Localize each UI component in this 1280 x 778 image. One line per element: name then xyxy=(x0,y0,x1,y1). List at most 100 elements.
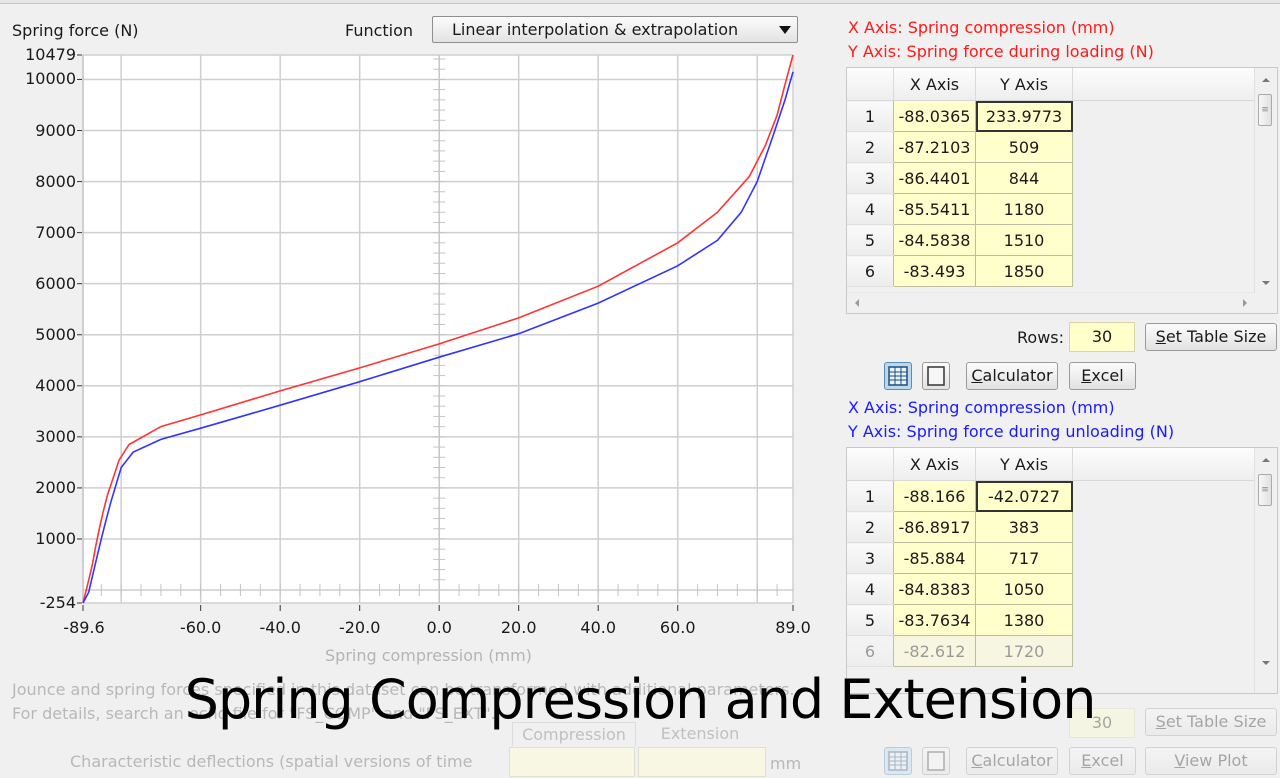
y-value-cell[interactable]: 1180 xyxy=(975,193,1073,225)
unloading-curve xyxy=(82,71,794,604)
y-value-cell[interactable]: 1380 xyxy=(975,604,1073,636)
unloading-calculator-button[interactable]: Calculator xyxy=(966,747,1058,775)
table-row[interactable]: 4 -84.8383 1050 xyxy=(847,573,1266,605)
extension-deflection-input[interactable] xyxy=(638,747,766,777)
table-row[interactable]: 1 -88.166 -42.0727 xyxy=(847,480,1266,512)
y-value-cell[interactable]: 1050 xyxy=(975,573,1073,605)
x-axis-title: Spring compression (mm) xyxy=(325,646,532,665)
x-tick-label: 20.0 xyxy=(500,618,537,637)
row-number[interactable]: 4 xyxy=(847,573,894,605)
unloading-table-vertical-scrollbar[interactable]: ≡ xyxy=(1254,448,1277,693)
table-view-icon[interactable] xyxy=(884,747,912,775)
table-view-icon[interactable] xyxy=(884,362,912,390)
tab-extension[interactable]: Extension xyxy=(660,724,740,743)
y-value-cell[interactable]: 233.9773 xyxy=(975,100,1073,132)
x-tick-label: -60.0 xyxy=(179,618,222,637)
unloading-rows-input[interactable]: 30 xyxy=(1069,708,1135,738)
function-dropdown[interactable]: Linear interpolation & extrapolation xyxy=(432,16,798,43)
row-number[interactable]: 4 xyxy=(847,193,894,225)
row-number[interactable]: 1 xyxy=(847,480,894,512)
loading-excel-button[interactable]: Excel xyxy=(1069,362,1136,390)
table-row[interactable]: 3 -85.884 717 xyxy=(847,542,1266,574)
view-plot-button[interactable]: View Plot xyxy=(1145,747,1277,775)
x-value-cell[interactable]: -85.5411 xyxy=(893,193,976,225)
unloading-table[interactable]: X Axis Y Axis 1 -88.166 -42.0727 2 -86.8917 3… xyxy=(846,447,1278,694)
row-number[interactable]: 3 xyxy=(847,542,894,574)
table-row[interactable]: 5 -83.7634 1380 xyxy=(847,604,1266,636)
row-number-header xyxy=(847,448,894,481)
x-value-cell[interactable]: -86.4401 xyxy=(893,162,976,194)
scroll-up-arrow-icon[interactable] xyxy=(1262,78,1270,82)
scroll-right-arrow-icon[interactable] xyxy=(1243,299,1247,307)
tab-compression[interactable]: Compression xyxy=(512,722,636,746)
y-tick-label: 7000 xyxy=(35,222,76,242)
row-number[interactable]: 3 xyxy=(847,162,894,194)
loading-table-horizontal-scrollbar[interactable] xyxy=(847,292,1255,313)
scroll-thumb[interactable]: ≡ xyxy=(1258,94,1272,126)
y-value-cell[interactable]: 1850 xyxy=(975,255,1073,287)
y-tick-label: 10000 xyxy=(25,69,76,89)
x-value-cell[interactable]: -83.7634 xyxy=(893,604,976,636)
x-value-cell[interactable]: -86.8917 xyxy=(893,511,976,543)
y-value-cell[interactable]: 717 xyxy=(975,542,1073,574)
compression-deflection-input[interactable] xyxy=(509,747,635,777)
empty-cell xyxy=(1073,512,1266,543)
table-row[interactable]: 2 -87.2103 509 xyxy=(847,131,1266,163)
button-label: alculator xyxy=(982,751,1053,770)
loading-calculator-button[interactable]: Calculator xyxy=(966,362,1058,390)
unloading-set-table-size-button[interactable]: Set Table Size xyxy=(1145,708,1277,736)
button-label: alculator xyxy=(982,366,1053,385)
row-number[interactable]: 5 xyxy=(847,604,894,636)
table-row[interactable]: 5 -84.5838 1510 xyxy=(847,224,1266,256)
row-number[interactable]: 1 xyxy=(847,100,894,132)
x-value-cell[interactable]: -84.5838 xyxy=(893,224,976,256)
transform-note-line2: For details, search an echo file for "FS… xyxy=(12,704,496,723)
scroll-down-arrow-icon[interactable] xyxy=(1262,661,1270,665)
y-tick-label: 4000 xyxy=(35,375,76,395)
y-value-cell[interactable]: 1510 xyxy=(975,224,1073,256)
scroll-down-arrow-icon[interactable] xyxy=(1262,281,1270,285)
scroll-up-arrow-icon[interactable] xyxy=(1262,458,1270,462)
x-value-cell[interactable]: -88.0365 xyxy=(893,100,976,132)
table-row[interactable]: 1 -88.0365 233.9773 xyxy=(847,100,1266,132)
button-label: xcel xyxy=(1091,751,1124,770)
x-value-cell[interactable]: -85.884 xyxy=(893,542,976,574)
x-value-cell[interactable]: -87.2103 xyxy=(893,131,976,163)
column-header-y[interactable]: Y Axis xyxy=(975,68,1073,101)
function-dropdown-value: Linear interpolation & extrapolation xyxy=(452,20,739,39)
x-value-cell[interactable]: -88.166 xyxy=(893,480,976,512)
column-header-x[interactable]: X Axis xyxy=(893,68,976,101)
table-row[interactable]: 6 -83.493 1850 xyxy=(847,255,1266,287)
x-value-cell[interactable]: -82.612 xyxy=(893,635,976,667)
plot-view-icon[interactable] xyxy=(922,747,950,775)
loading-table-vertical-scrollbar[interactable]: ≡ xyxy=(1254,68,1277,313)
column-header-x[interactable]: X Axis xyxy=(893,448,976,481)
empty-cell xyxy=(1073,194,1266,225)
y-value-cell[interactable]: 509 xyxy=(975,131,1073,163)
x-value-cell[interactable]: -83.493 xyxy=(893,255,976,287)
table-row[interactable]: 2 -86.8917 383 xyxy=(847,511,1266,543)
x-value-cell[interactable]: -84.8383 xyxy=(893,573,976,605)
column-header-y[interactable]: Y Axis xyxy=(975,448,1073,481)
row-number[interactable]: 6 xyxy=(847,255,894,287)
y-value-cell[interactable]: 1720 xyxy=(975,635,1073,667)
row-number[interactable]: 2 xyxy=(847,511,894,543)
loading-rows-input[interactable]: 30 xyxy=(1069,322,1135,352)
table-row[interactable]: 6 -82.612 1720 xyxy=(847,635,1266,667)
loading-table[interactable]: X Axis Y Axis 1 -88.0365 233.9773 2 -87.2103… xyxy=(846,67,1278,314)
table-row[interactable]: 4 -85.5411 1180 xyxy=(847,193,1266,225)
x-tick-label: 0.0 xyxy=(426,618,452,637)
loading-set-table-size-button[interactable]: Set Table Size xyxy=(1145,323,1277,351)
table-row[interactable]: 3 -86.4401 844 xyxy=(847,162,1266,194)
scroll-left-arrow-icon[interactable] xyxy=(855,299,859,307)
y-value-cell[interactable]: 844 xyxy=(975,162,1073,194)
y-tick-label: 9000 xyxy=(35,120,76,140)
unloading-excel-button[interactable]: Excel xyxy=(1069,747,1136,775)
y-value-cell[interactable]: 383 xyxy=(975,511,1073,543)
scroll-thumb[interactable]: ≡ xyxy=(1258,474,1272,506)
row-number[interactable]: 2 xyxy=(847,131,894,163)
row-number[interactable]: 5 xyxy=(847,224,894,256)
row-number[interactable]: 6 xyxy=(847,635,894,667)
y-value-cell[interactable]: -42.0727 xyxy=(975,480,1073,512)
plot-view-icon[interactable] xyxy=(922,362,950,390)
